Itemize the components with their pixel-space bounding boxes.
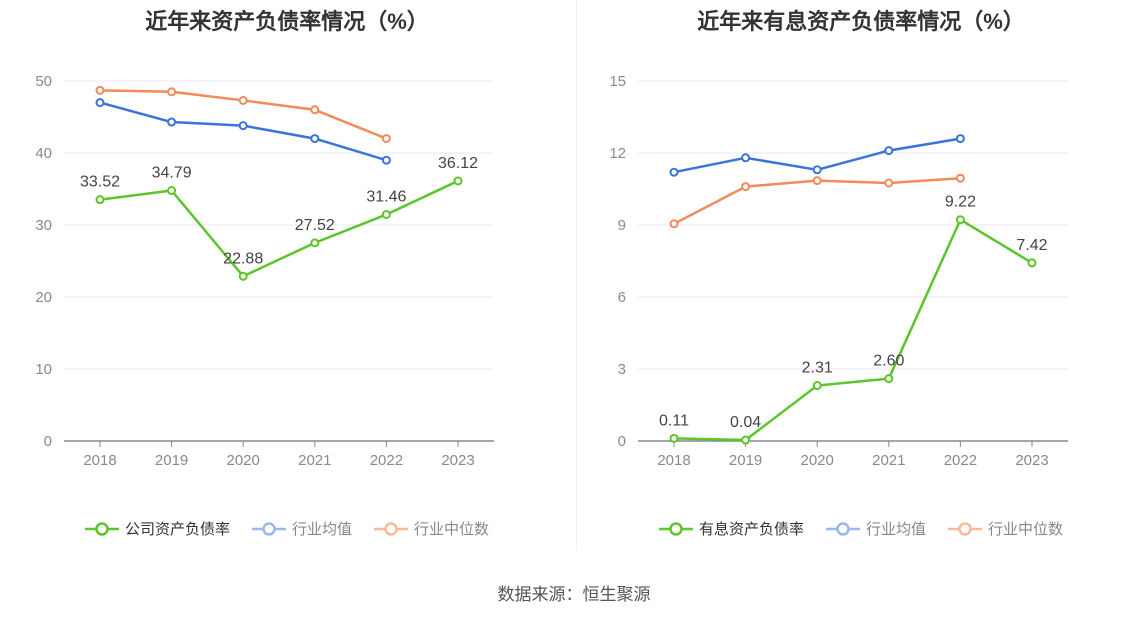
data-point[interactable] [741,153,751,163]
legend-item-company[interactable]: 公司资产负债率 [84,518,230,539]
legend-item-industry-median[interactable]: 行业中位数 [948,518,1063,539]
y-tick-label: 40 [35,145,52,162]
data-point[interactable] [238,271,248,281]
line-chart-right: 0 3 6 9 12 15 2018 2019 2020 2021 2022 2023 0.11 0.04… [609,73,1068,469]
x-tick-label: 2021 [298,452,331,469]
data-point[interactable] [884,146,894,156]
panel-divider [576,0,577,550]
series-line [673,218,1033,442]
y-tick-label: 6 [618,289,626,306]
data-label: 9.22 [945,194,976,211]
data-source: 数据来源：恒生聚源 [497,585,651,604]
data-point[interactable] [955,215,965,225]
data-point[interactable] [884,178,894,188]
x-tick-label: 2019 [729,452,762,469]
data-point[interactable] [955,134,965,144]
x-tick-label: 2022 [944,452,977,469]
data-label: 0.04 [730,414,761,431]
data-point[interactable] [453,176,463,186]
data-point[interactable] [95,98,105,108]
data-point[interactable] [381,155,391,165]
line-chart-left: 0 10 20 30 40 50 2018 2019 2020 2021 2022 2023 33.52… [35,73,494,469]
legend: 公司资产负债率 行业均值 行业中位数 [0,518,574,539]
data-label: 7.42 [1016,237,1047,254]
y-tick-label: 20 [35,289,52,306]
legend-line-icon [84,521,119,536]
legend-label: 有息资产负债率 [698,521,804,538]
chart-title: 近年来资产负债率情况（%） [145,9,429,34]
x-tick-label: 2023 [1015,452,1048,469]
x-tick-label: 2021 [872,452,905,469]
data-point[interactable] [812,381,822,391]
legend-line-icon [825,521,860,536]
data-label: 36.12 [438,155,478,172]
y-tick-label: 10 [35,361,52,378]
data-point[interactable] [1027,258,1037,268]
data-point[interactable] [812,165,822,175]
data-point[interactable] [238,95,248,105]
data-point[interactable] [238,121,248,131]
data-point[interactable] [310,105,320,115]
data-label: 0.11 [659,412,689,429]
legend-label: 行业中位数 [414,521,490,538]
legend-item-interest-bearing[interactable]: 有息资产负债率 [658,518,804,539]
x-tick-label: 2023 [441,452,474,469]
legend-label: 行业均值 [291,521,352,538]
legend-item-industry-mean[interactable]: 行业均值 [825,518,926,539]
legend-line-icon [251,521,286,536]
y-tick-label: 3 [618,361,626,378]
legend-line-icon [658,521,693,536]
data-label: 33.52 [80,174,120,191]
chart-title: 近年来有息资产负债率情况（%） [697,9,1025,34]
legend-label: 行业中位数 [988,521,1064,538]
data-point[interactable] [381,134,391,144]
y-tick-label: 50 [35,73,52,90]
data-label: 34.79 [152,165,192,182]
y-tick-label: 12 [609,145,626,162]
data-point[interactable] [310,134,320,144]
data-point[interactable] [812,176,822,186]
data-point[interactable] [167,186,177,196]
legend-line-icon [374,521,408,536]
data-point[interactable] [95,85,105,95]
data-label: 2.31 [802,360,833,377]
x-tick-label: 2020 [801,452,834,469]
data-point[interactable] [167,117,177,127]
x-tick-label: 2019 [155,452,188,469]
data-point[interactable] [669,433,679,443]
y-tick-label: 15 [609,73,626,90]
legend-label: 公司资产负债率 [124,521,230,538]
series-line [99,101,387,162]
data-label: 27.52 [295,217,335,234]
x-tick-label: 2018 [657,452,690,469]
data-point[interactable] [884,374,894,384]
data-label: 2.60 [873,353,904,370]
data-point[interactable] [381,209,391,219]
legend-item-industry-mean[interactable]: 行业均值 [251,518,352,539]
legend-line-icon [948,521,982,536]
data-point[interactable] [669,167,679,177]
y-tick-label: 0 [618,433,626,450]
y-tick-label: 9 [618,217,626,234]
legend-label: 行业均值 [865,521,926,538]
legend-item-industry-median[interactable]: 行业中位数 [374,518,489,539]
data-point[interactable] [741,182,751,192]
data-label: 22.88 [223,250,263,267]
data-point[interactable] [955,173,965,183]
data-point[interactable] [310,238,320,248]
data-point[interactable] [741,435,751,445]
x-tick-label: 2018 [83,452,116,469]
legend: 有息资产负债率 行业均值 行业中位数 [574,518,1148,539]
chart-panel-right: 近年来有息资产负债率情况（%） 0 3 6 9 12 15 2018 2019 2020 2021… [574,0,1148,560]
data-point[interactable] [669,219,679,229]
chart-panel-left: 近年来资产负债率情况（%） 0 10 20 30 40 50 2018 2019 2020 202… [0,0,574,560]
y-tick-label: 30 [35,217,52,234]
data-label: 31.46 [366,188,406,205]
x-tick-label: 2022 [370,452,403,469]
y-tick-label: 0 [44,433,52,450]
data-point[interactable] [167,87,177,97]
x-tick-label: 2020 [227,452,260,469]
series-line [99,179,459,278]
data-point[interactable] [95,195,105,205]
